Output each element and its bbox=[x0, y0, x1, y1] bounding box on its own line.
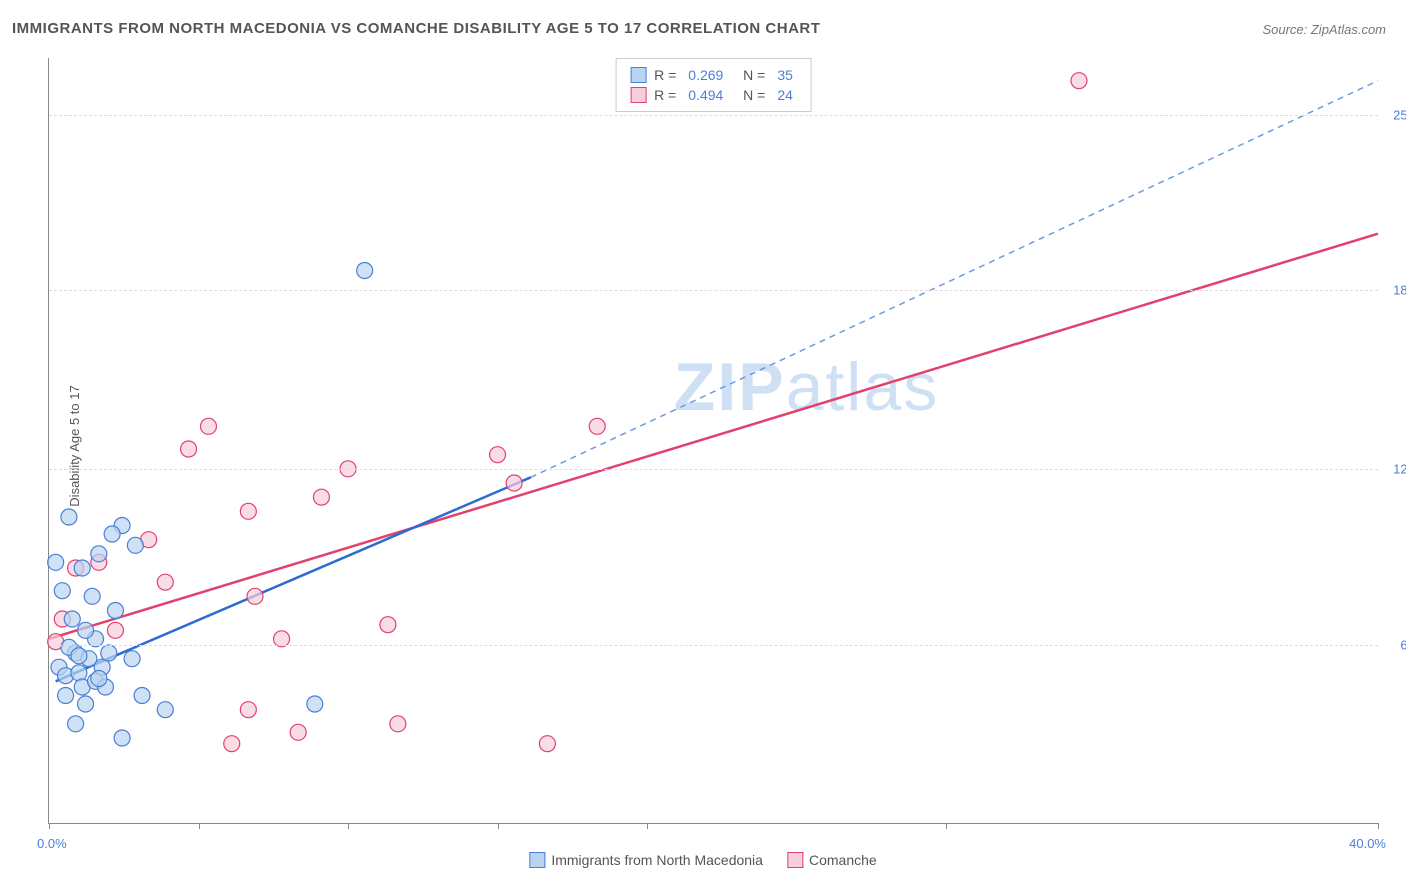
data-point bbox=[539, 736, 555, 752]
data-point bbox=[58, 688, 74, 704]
data-point bbox=[84, 588, 100, 604]
x-tick bbox=[946, 823, 947, 829]
data-point bbox=[101, 645, 117, 661]
data-point bbox=[64, 611, 80, 627]
data-point bbox=[313, 489, 329, 505]
y-tick-label: 6.3% bbox=[1400, 637, 1406, 652]
data-point bbox=[107, 622, 123, 638]
y-tick-label: 18.8% bbox=[1393, 283, 1406, 298]
x-axis-max-label: 40.0% bbox=[1349, 836, 1386, 851]
data-point bbox=[390, 716, 406, 732]
gridline-horizontal bbox=[49, 115, 1378, 116]
source-attribution: Source: ZipAtlas.com bbox=[1262, 22, 1386, 37]
data-point bbox=[589, 418, 605, 434]
data-point bbox=[380, 617, 396, 633]
legend-label: Comanche bbox=[809, 852, 877, 868]
legend-swatch-icon bbox=[787, 852, 803, 868]
data-point bbox=[74, 560, 90, 576]
data-point bbox=[61, 509, 77, 525]
data-point bbox=[490, 447, 506, 463]
data-point bbox=[157, 574, 173, 590]
legend-swatch-icon bbox=[529, 852, 545, 868]
x-axis-min-label: 0.0% bbox=[37, 836, 67, 851]
data-point bbox=[224, 736, 240, 752]
series-legend: Immigrants from North Macedonia Comanche bbox=[529, 852, 876, 868]
data-point bbox=[78, 696, 94, 712]
data-point bbox=[91, 546, 107, 562]
gridline-horizontal bbox=[49, 290, 1378, 291]
y-tick-label: 25.0% bbox=[1393, 107, 1406, 122]
data-point bbox=[357, 263, 373, 279]
data-point bbox=[290, 724, 306, 740]
data-point bbox=[240, 503, 256, 519]
data-point bbox=[307, 696, 323, 712]
chart-container: IMMIGRANTS FROM NORTH MACEDONIA VS COMAN… bbox=[0, 0, 1406, 892]
data-point bbox=[114, 730, 130, 746]
x-tick bbox=[348, 823, 349, 829]
data-point bbox=[1071, 73, 1087, 89]
data-point bbox=[71, 648, 87, 664]
data-point bbox=[240, 702, 256, 718]
data-point bbox=[91, 671, 107, 687]
gridline-horizontal bbox=[49, 469, 1378, 470]
data-point bbox=[157, 702, 173, 718]
x-tick bbox=[199, 823, 200, 829]
data-point bbox=[124, 651, 140, 667]
x-tick bbox=[49, 823, 50, 829]
x-tick bbox=[647, 823, 648, 829]
legend-label: Immigrants from North Macedonia bbox=[551, 852, 763, 868]
data-point bbox=[200, 418, 216, 434]
plot-area: ZIPatlas R = 0.269 N = 35 R = 0.494 N = … bbox=[48, 58, 1378, 824]
data-point bbox=[68, 716, 84, 732]
data-point bbox=[54, 583, 70, 599]
trendline-macedonia-dashed bbox=[531, 81, 1378, 478]
trendline-comanche bbox=[49, 234, 1378, 639]
data-point bbox=[127, 537, 143, 553]
trendline-macedonia-solid bbox=[56, 477, 531, 681]
data-point bbox=[71, 665, 87, 681]
data-point bbox=[247, 588, 263, 604]
data-point bbox=[48, 554, 64, 570]
x-tick bbox=[498, 823, 499, 829]
data-point bbox=[181, 441, 197, 457]
data-point bbox=[104, 526, 120, 542]
y-tick-label: 12.5% bbox=[1393, 461, 1406, 476]
data-point bbox=[78, 622, 94, 638]
data-point bbox=[506, 475, 522, 491]
x-tick bbox=[1378, 823, 1379, 829]
data-point bbox=[107, 603, 123, 619]
scatter-plot-svg bbox=[49, 58, 1378, 823]
legend-item-series-1: Immigrants from North Macedonia bbox=[529, 852, 763, 868]
data-point bbox=[134, 688, 150, 704]
chart-title: IMMIGRANTS FROM NORTH MACEDONIA VS COMAN… bbox=[12, 20, 820, 37]
gridline-horizontal bbox=[49, 645, 1378, 646]
legend-item-series-2: Comanche bbox=[787, 852, 877, 868]
